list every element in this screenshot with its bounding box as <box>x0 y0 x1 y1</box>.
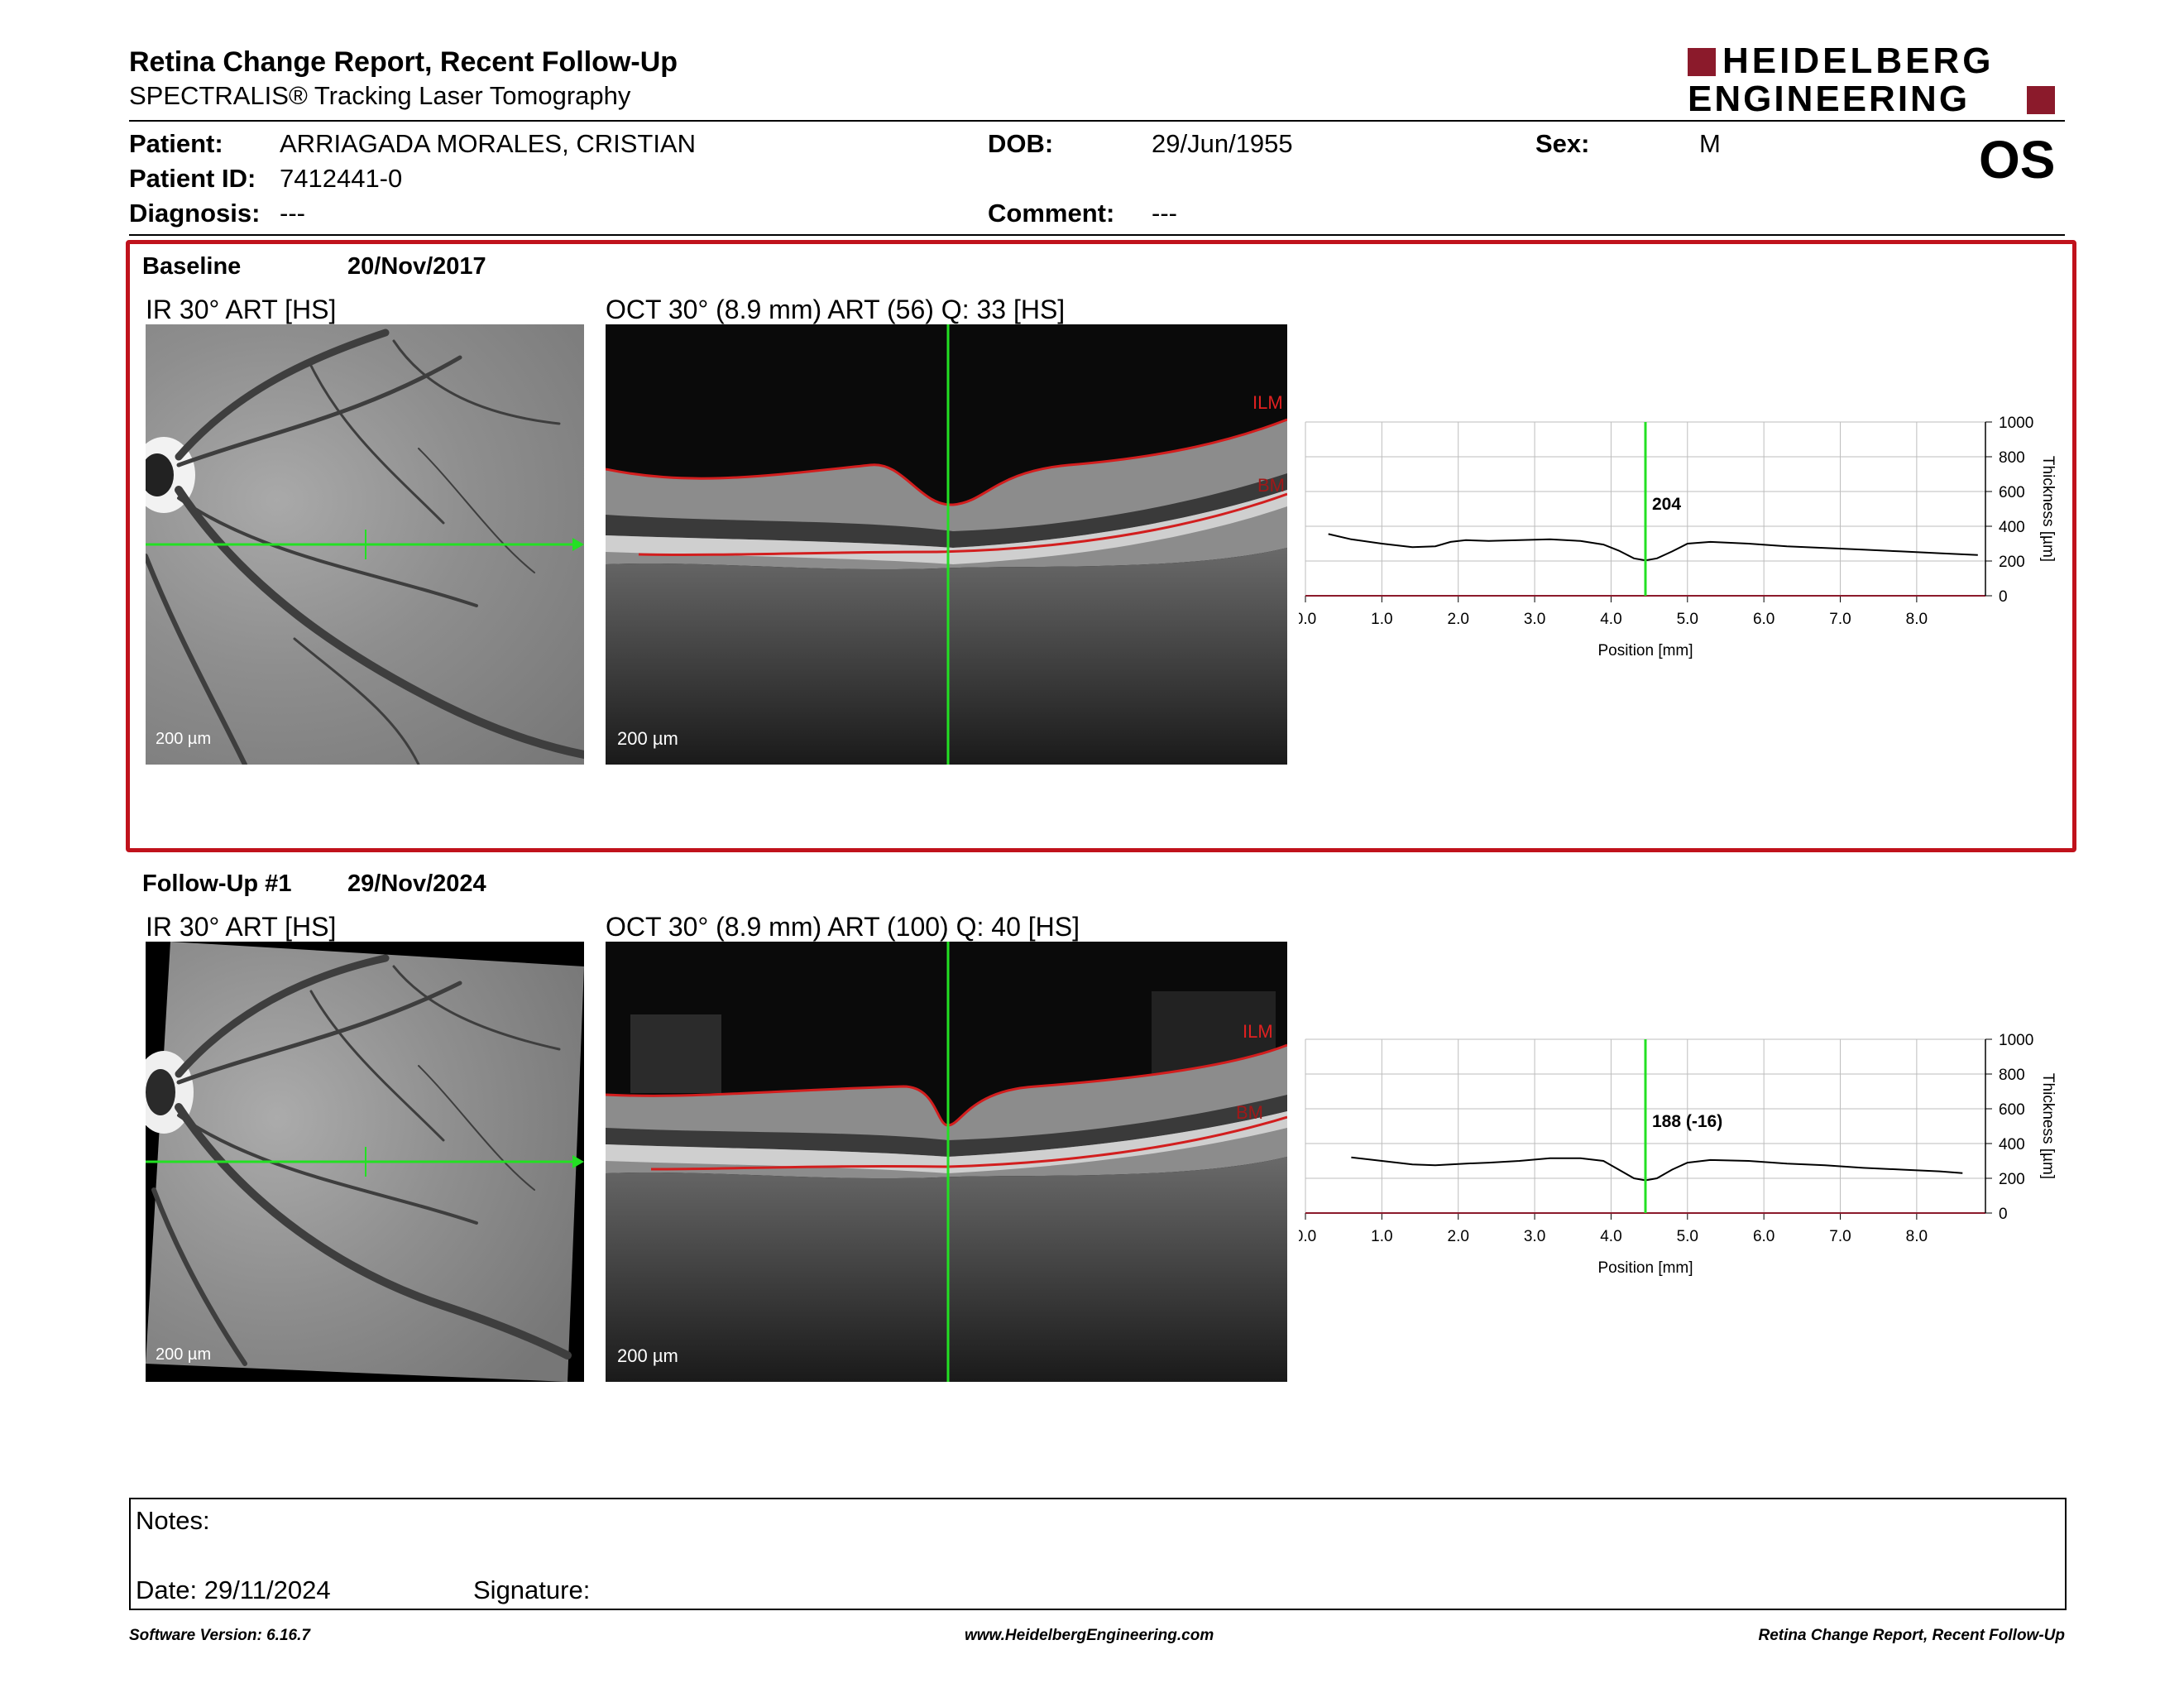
baseline-oct-title: OCT 30° (8.9 mm) ART (56) Q: 33 [HS] <box>606 295 1066 324</box>
baseline-ir-title: IR 30° ART [HS] <box>146 295 337 324</box>
baseline-thickness-chart: 0.0 1.0 2.0 3.0 4.0 5.0 6.0 7.0 8.0 0 200 400 600 800… <box>1299 415 2057 659</box>
footer-website-link[interactable]: www.HeidelbergEngineering.com <box>965 1627 1214 1644</box>
x-tick-label: 5.0 <box>1677 1228 1698 1245</box>
report-subtitle: SPECTRALIS® Tracking Laser Tomography <box>129 81 631 110</box>
y-axis-label: Thickness [µm] <box>2039 1073 2057 1179</box>
logo-text-line1: HEIDELBERG <box>1722 41 1995 81</box>
y-axis-label: Thickness [µm] <box>2039 456 2057 562</box>
baseline-bm-label: BM <box>1257 475 1285 496</box>
y-tick-label: 800 <box>1999 449 2025 467</box>
x-tick-label: 3.0 <box>1524 1228 1545 1245</box>
x-axis-label: Position [mm] <box>1597 642 1693 659</box>
dob-label: DOB: <box>988 129 1054 158</box>
y-tick-label: 200 <box>1999 554 2025 571</box>
followup-oct-scale: 200 µm <box>617 1345 678 1366</box>
x-tick-label: 0.0 <box>1299 1228 1316 1245</box>
cursor-thickness-value: 188 (-16) <box>1652 1112 1722 1131</box>
x-tick-label: 2.0 <box>1448 1228 1469 1245</box>
sex-value: M <box>1699 129 1721 158</box>
logo-square-top <box>1688 48 1716 76</box>
x-tick-label: 2.0 <box>1448 611 1469 628</box>
dob-value: 29/Jun/1955 <box>1152 129 1293 158</box>
followup-ir-scale: 200 µm <box>156 1345 212 1364</box>
x-tick-label: 4.0 <box>1600 1228 1621 1245</box>
logo-square-bottom <box>2027 86 2055 114</box>
x-tick-label: 7.0 <box>1829 611 1851 628</box>
logo-text-line2: ENGINEERING <box>1688 79 1971 119</box>
x-tick-label: 8.0 <box>1906 611 1928 628</box>
y-tick-label: 400 <box>1999 1136 2025 1153</box>
patient-divider <box>129 234 2065 236</box>
y-tick-label: 600 <box>1999 484 2025 501</box>
x-tick-label: 1.0 <box>1371 1228 1392 1245</box>
followup-ir-fundus-image: 200 µm <box>146 942 584 1382</box>
followup-thickness-chart: 0.0 1.0 2.0 3.0 4.0 5.0 6.0 7.0 8.0 0 200 400 600 800… <box>1299 1032 2057 1277</box>
followup-label: Follow-Up #1 <box>142 870 292 897</box>
notes-date: Date: 29/11/2024 <box>136 1575 331 1604</box>
baseline-frame <box>126 240 2076 852</box>
baseline-oct-bscan-image: ILM BM 200 µm <box>606 324 1287 765</box>
diagnosis-label: Diagnosis: <box>129 199 261 228</box>
y-tick-label: 0 <box>1999 588 2008 606</box>
baseline-ilm-label: ILM <box>1252 392 1283 413</box>
y-tick-label: 400 <box>1999 519 2025 536</box>
x-tick-label: 6.0 <box>1753 611 1774 628</box>
x-tick-label: 1.0 <box>1371 611 1392 628</box>
x-tick-label: 0.0 <box>1299 611 1316 628</box>
diagnosis-value: --- <box>280 199 305 228</box>
x-tick-label: 6.0 <box>1753 1228 1774 1245</box>
y-tick-label: 600 <box>1999 1101 2025 1119</box>
thickness-profile-line <box>1351 1156 1963 1182</box>
y-tick-label: 1000 <box>1999 1032 2033 1049</box>
baseline-oct-scale: 200 µm <box>617 728 678 749</box>
eye-indicator: OS <box>1979 130 2056 189</box>
y-tick-label: 1000 <box>1999 415 2033 432</box>
followup-oct-bscan-image: ILM BM 200 µm <box>606 942 1287 1382</box>
x-axis-label: Position [mm] <box>1597 1259 1693 1277</box>
baseline-ir-fundus-image: 200 µm <box>146 324 584 765</box>
x-tick-label: 4.0 <box>1600 611 1621 628</box>
x-tick-label: 3.0 <box>1524 611 1545 628</box>
header-divider <box>129 120 2065 122</box>
baseline-date: 20/Nov/2017 <box>347 253 486 280</box>
patient-name: ARRIAGADA MORALES, CRISTIAN <box>280 129 696 158</box>
followup-ir-title: IR 30° ART [HS] <box>146 912 337 942</box>
footer-report-name: Retina Change Report, Recent Follow-Up <box>1758 1627 2065 1644</box>
baseline-label: Baseline <box>142 253 242 280</box>
heidelberg-logo: HEIDELBERG ENGINEERING <box>1688 41 2068 119</box>
report-title: Retina Change Report, Recent Follow-Up <box>129 46 678 78</box>
y-tick-label: 0 <box>1999 1206 2008 1223</box>
comment-value: --- <box>1152 199 1177 228</box>
patient-label: Patient: <box>129 129 223 158</box>
y-tick-label: 800 <box>1999 1067 2025 1084</box>
baseline-ir-scale: 200 µm <box>156 730 212 748</box>
followup-ilm-label: ILM <box>1243 1021 1273 1042</box>
x-tick-label: 8.0 <box>1906 1228 1928 1245</box>
patient-id: 7412441-0 <box>280 164 403 193</box>
y-tick-label: 200 <box>1999 1171 2025 1188</box>
cursor-thickness-value: 204 <box>1652 495 1681 514</box>
comment-label: Comment: <box>988 199 1115 228</box>
notes-box: Notes: Date: 29/11/2024 Signature: <box>129 1498 2067 1610</box>
followup-date: 29/Nov/2024 <box>347 870 486 897</box>
followup-oct-title: OCT 30° (8.9 mm) ART (100) Q: 40 [HS] <box>606 912 1080 942</box>
thickness-profile-line <box>1328 533 1978 562</box>
notes-label: Notes: <box>136 1506 210 1535</box>
footer-software-version: Software Version: 6.16.7 <box>129 1627 310 1644</box>
x-tick-label: 7.0 <box>1829 1228 1851 1245</box>
signature-label: Signature: <box>473 1575 591 1604</box>
patient-id-label: Patient ID: <box>129 164 256 193</box>
followup-bm-label: BM <box>1236 1102 1263 1123</box>
x-tick-label: 5.0 <box>1677 611 1698 628</box>
sex-label: Sex: <box>1535 129 1590 158</box>
